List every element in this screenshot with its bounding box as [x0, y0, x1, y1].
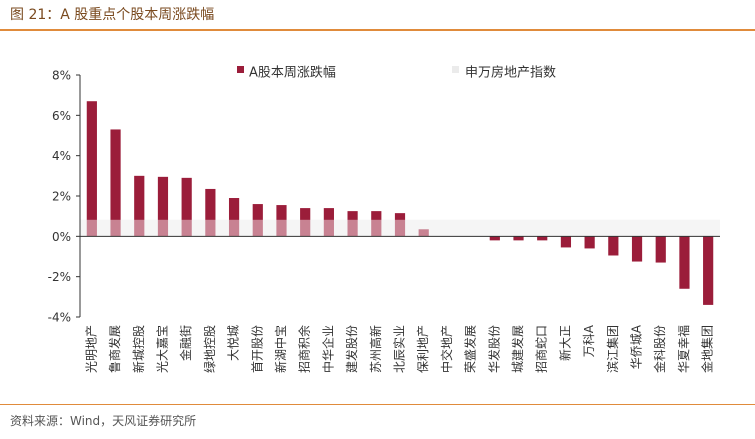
bar-1 [86, 101, 97, 237]
bar-2 [110, 129, 121, 237]
x-tick-label-12: 建发股份 [344, 325, 359, 373]
bar-19 [513, 236, 524, 241]
x-tick-label-26: 华夏幸福 [676, 325, 691, 373]
title-divider [0, 29, 755, 31]
bar-11 [323, 208, 334, 237]
x-tick-label-19: 城建发展 [510, 325, 525, 373]
bar-5 [181, 177, 192, 237]
figure-title: 图 21：A 股重点个股本周涨跌幅 [10, 7, 215, 23]
bar-26 [679, 236, 690, 289]
x-tick-label-13: 苏州高新 [368, 325, 383, 373]
x-tick-label-23: 滨江集团 [605, 325, 620, 373]
legend: A股本周涨跌幅 申万房地产指数 [237, 65, 556, 81]
bar-23 [608, 236, 619, 256]
y-tick-label-7: 8% [52, 69, 71, 83]
x-tick-label-7: 大悦城 [227, 325, 241, 361]
y-tick-label-2: -2% [48, 270, 71, 284]
x-tick-label-9: 新湖中宝 [273, 325, 288, 373]
bar-18 [489, 236, 500, 241]
bar-6 [205, 188, 216, 237]
bar-25 [655, 236, 666, 263]
x-tick-label-11: 中华企业 [320, 325, 335, 373]
legend-label-index: 申万房地产指数 [465, 65, 556, 81]
x-tick-label-22: 万科A [582, 324, 596, 357]
x-tick-label-21: 新大正 [557, 325, 572, 361]
bar-3 [134, 175, 145, 237]
x-tick-label-4: 光大嘉宝 [155, 325, 169, 373]
bar-21 [560, 236, 572, 248]
bar-20 [537, 236, 548, 241]
y-tick-label-4: 2% [52, 190, 71, 204]
bar-27 [703, 236, 714, 305]
x-tick-label-20: 招商蛇口 [534, 325, 549, 373]
bar-9 [276, 205, 287, 237]
axis-layer: -4% -2% 0% 2% 4% 6% 8% 光明地产 鲁商发展 新城控股 光大嘉宝 金融街 绿地控股大… [48, 69, 720, 373]
x-tick-label-18: 华发股份 [486, 325, 501, 373]
x-tick-label-25: 金科股份 [652, 325, 667, 373]
y-tick-label-3: 0% [52, 230, 71, 244]
x-tick-label-27: 金地集团 [700, 325, 715, 373]
y-tick-label-1: -4% [48, 311, 71, 325]
bar-10 [300, 208, 311, 237]
bar-4 [157, 176, 169, 237]
bar-8 [252, 204, 263, 237]
x-tick-label-24: 华侨城A [630, 324, 644, 369]
x-tick-label-6: 绿地控股 [202, 325, 217, 373]
bar-24 [631, 236, 643, 262]
x-tick-label-3: 新城控股 [131, 325, 146, 373]
x-tick-label-2: 鲁商发展 [107, 325, 122, 373]
x-tick-label-8: 首开股份 [250, 325, 264, 373]
x-tick-label-5: 金融街 [178, 325, 193, 361]
legend-swatch-bars [237, 66, 244, 73]
x-tick-label-15: 保利地产 [416, 325, 430, 373]
source-divider [0, 404, 755, 405]
x-tick-label-10: 招商积余 [297, 325, 312, 373]
bar-12 [347, 211, 358, 237]
bar-13 [371, 211, 382, 237]
bar-layer [80, 101, 720, 305]
x-tick-label-14: 北辰实业 [392, 325, 407, 373]
source-note: 资料来源：Wind，天风证券研究所 [10, 414, 197, 428]
index-band-overlay [80, 219, 720, 237]
y-tick-label-5: 4% [52, 149, 71, 163]
bar-22 [584, 236, 595, 249]
x-tick-label-17: 荣盛发展 [463, 325, 478, 373]
bar-7 [228, 198, 240, 237]
x-tick-label-16: 中交地产 [439, 325, 454, 373]
legend-swatch-index [452, 66, 459, 73]
legend-label-bars: A股本周涨跌幅 [249, 65, 336, 81]
y-tick-label-6: 6% [52, 109, 71, 123]
bar-15 [418, 229, 429, 237]
bar-14 [394, 213, 406, 237]
x-tick-label-1: 光明地产 [84, 325, 98, 373]
